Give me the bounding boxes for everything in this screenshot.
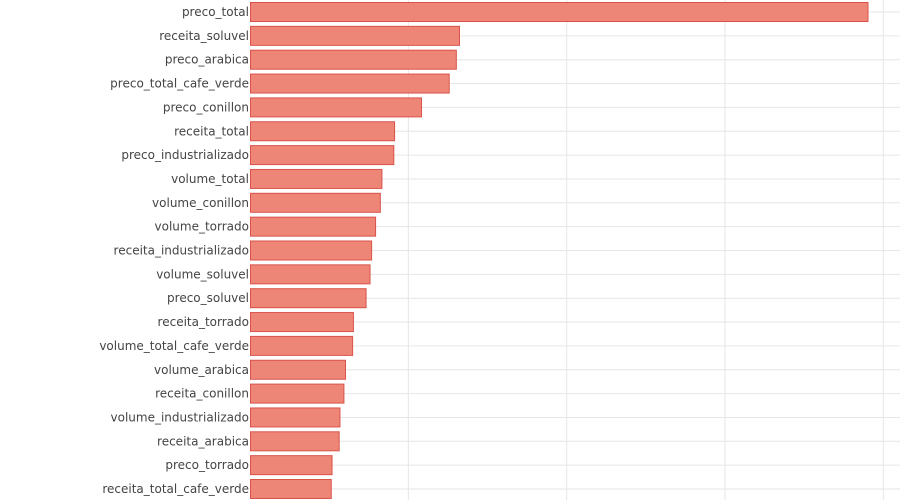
- category-label: volume_total: [171, 172, 249, 186]
- category-label: volume_soluvel: [156, 267, 249, 281]
- category-label: receita_arabica: [157, 434, 249, 448]
- category-label: preco_arabica: [165, 53, 249, 67]
- category-label: preco_industrializado: [121, 148, 249, 162]
- bar-receita-total[interactable]: [250, 121, 396, 142]
- category-label: receita_industrializado: [114, 244, 249, 258]
- bar-volume-industrializado[interactable]: [250, 407, 341, 428]
- bar-preco-conillon[interactable]: [250, 97, 422, 118]
- category-label: receita_conillon: [155, 387, 249, 401]
- category-label: preco_total: [182, 5, 249, 19]
- bar-preco-industrializado[interactable]: [250, 145, 395, 166]
- bar-receita-industrializado[interactable]: [250, 240, 373, 261]
- bar-preco-total-cafe-verde[interactable]: [250, 73, 450, 94]
- category-label: preco_conillon: [163, 100, 249, 114]
- bar-preco-torrado[interactable]: [250, 455, 333, 476]
- bar-receita-soluvel[interactable]: [250, 25, 460, 46]
- bar-volume-torrado[interactable]: [250, 216, 377, 237]
- category-label: volume_arabica: [154, 363, 249, 377]
- category-label: volume_total_cafe_verde: [99, 339, 249, 353]
- bar-receita-torrado[interactable]: [250, 312, 354, 333]
- category-label: preco_torrado: [165, 458, 249, 472]
- category-label: receita_torrado: [158, 315, 249, 329]
- bar-preco-total[interactable]: [250, 2, 869, 22]
- bar-receita-conillon[interactable]: [250, 383, 345, 404]
- bar-preco-soluvel[interactable]: [250, 288, 367, 309]
- bar-volume-arabica[interactable]: [250, 359, 346, 380]
- category-label: receita_total_cafe_verde: [102, 482, 249, 496]
- bar-volume-total[interactable]: [250, 168, 383, 189]
- category-labels: preco_total receita_soluvel preco_arabicap…: [99, 5, 249, 496]
- bar-volume-total-cafe-verde[interactable]: [250, 335, 354, 356]
- category-label: volume_conillon: [152, 196, 249, 210]
- category-label: preco_soluvel: [167, 291, 249, 305]
- bar-receita-arabica[interactable]: [250, 431, 340, 452]
- bar-volume-conillon[interactable]: [250, 192, 381, 213]
- category-label: volume_industrializado: [111, 410, 249, 424]
- bar-volume-soluvel[interactable]: [250, 264, 371, 285]
- category-label: receita_total: [174, 124, 249, 138]
- bar-receita-total-cafe-verde[interactable]: [250, 479, 332, 499]
- bars-layer: [250, 2, 869, 499]
- category-label: preco_total_cafe_verde: [110, 77, 249, 91]
- bar-preco-arabica[interactable]: [250, 49, 457, 70]
- category-label: volume_torrado: [155, 220, 249, 234]
- category-label: receita_soluvel: [159, 29, 249, 43]
